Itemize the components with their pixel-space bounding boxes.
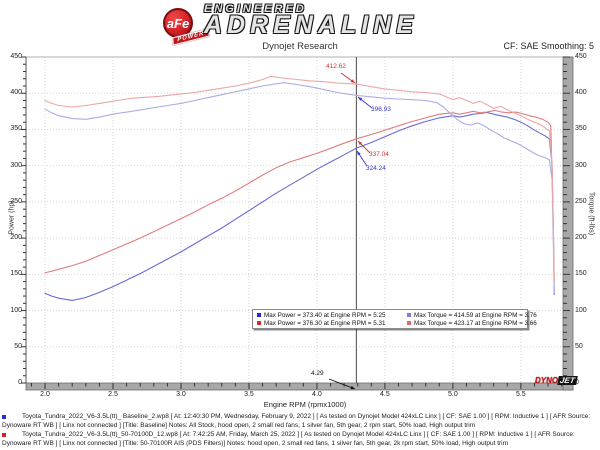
run-info-line: Toyota_Tundra_2022_V6-3.5L(tt)_ Baseline… [2, 413, 598, 430]
brand-logo: ENGINEERED ADRENALINE [204, 3, 418, 39]
cursor-value-annotation: 412.62 [326, 63, 346, 70]
chart-title: Dynojet Research [262, 41, 338, 52]
x-axis-tick-label: 3.0 [176, 391, 186, 398]
y-axis-tick-label-right: 200 [575, 234, 587, 242]
legend-item-label: Max Power = 376.30 at Engine RPM = 5.31 [264, 319, 386, 327]
y-axis-tick-label-right: 0 [575, 379, 579, 386]
y-axis-tick-label-right: 100 [575, 306, 587, 314]
header: aFe POWER ENGINEERED ADRENALINE [0, 0, 600, 46]
run-info-line: Toyota_Tundra_2022_V6-3.5L(tt)_50-70100D… [2, 431, 598, 448]
legend-swatch-icon [257, 313, 261, 317]
y-axis-tick-label-right: 400 [575, 89, 587, 97]
legend-swatch-icon [257, 321, 261, 325]
run-color-bullet-icon [2, 433, 6, 437]
legend-swatch-icon [407, 313, 411, 317]
dynojet-logo: DYNOJET [535, 376, 578, 385]
run-color-bullet-icon [2, 415, 6, 419]
y-axis-tick-label-left: 400 [10, 89, 22, 97]
y-axis-title-torque: Torque (ft-lbs) [587, 191, 595, 236]
brand-adrenaline-text: ADRENALINE [204, 11, 418, 39]
x-axis-tick-label: 5.5 [515, 391, 526, 398]
y-axis-tick-label-left: 200 [10, 234, 22, 242]
legend-item-label: Max Torque = 414.59 at Engine RPM = 3.76 [414, 311, 537, 319]
run-description: Toyota_Tundra_2022_V6-3.5L(tt)_50-70100D… [2, 431, 575, 447]
legend-item-label: Max Torque = 423.17 at Engine RPM = 3.66 [414, 319, 537, 327]
x-axis-tick-label: 3.5 [244, 391, 254, 398]
y-axis-tick-label-right: 350 [575, 125, 587, 133]
cursor-value-annotation: 324.24 [366, 165, 386, 172]
legend-swatch-icon [407, 321, 411, 325]
x-axis-tick-label: 4.5 [380, 391, 390, 398]
y-axis-tick-label-left: 300 [10, 161, 22, 169]
cursor-value-annotation: 396.93 [371, 106, 391, 113]
legend-item: Max Torque = 414.59 at Engine RPM = 3.76 [407, 312, 537, 319]
smoothing-setting: CF: SAE Smoothing: 5 [503, 41, 594, 51]
y-axis-tick-label-left: 100 [10, 306, 22, 314]
y-axis-tick-label-left: 50 [14, 342, 22, 350]
legend-item: Max Torque = 423.17 at Engine RPM = 3.66 [407, 320, 537, 327]
run-info-footer: Toyota_Tundra_2022_V6-3.5L(tt)_ Baseline… [2, 413, 598, 449]
y-axis-tick-label-left: 0 [18, 379, 22, 386]
cursor-value-annotation: 337.04 [369, 151, 389, 158]
y-axis-tick-label-right: 300 [575, 161, 587, 169]
y-axis-tick-label-right: 50 [575, 342, 583, 350]
x-axis-tick-label: 2.0 [40, 391, 50, 398]
x-axis-tick-label: 5.0 [448, 391, 458, 398]
x-axis-tick-label: 2.5 [108, 391, 118, 398]
y-axis-tick-label-left: 250 [10, 197, 22, 205]
y-axis-tick-label-left: 450 [10, 53, 22, 60]
legend: Max Power = 373.40 at Engine RPM = 5.25 M… [252, 309, 537, 329]
run-description: Toyota_Tundra_2022_V6-3.5L(tt)_ Baseline… [2, 413, 591, 429]
legend-item-label: Max Power = 373.40 at Engine RPM = 5.25 [264, 311, 386, 319]
x-axis-title: Engine RPM (rpmx1000) [263, 400, 347, 409]
y-axis-tick-label-right: 150 [575, 270, 587, 278]
legend-item: Max Power = 373.40 at Engine RPM = 5.25 [257, 312, 407, 319]
legend-item: Max Power = 376.30 at Engine RPM = 5.31 [257, 320, 407, 327]
y-axis-tick-label-right: 450 [575, 53, 587, 60]
dynojet-logo-dyno: DYNO [535, 376, 559, 385]
x-axis-tick-label: 4.0 [312, 391, 322, 398]
dynojet-logo-jet: JET [557, 376, 578, 385]
brand-engineered-text: ENGINEERED [204, 3, 307, 15]
y-axis-tick-label-right: 250 [575, 197, 587, 205]
afe-power-badge-icon: aFe [163, 8, 193, 38]
y-axis-tick-label-left: 350 [10, 125, 22, 133]
cursor-value-annotation: 4.29 [311, 370, 324, 377]
y-axis-tick-label-left: 150 [10, 270, 22, 278]
